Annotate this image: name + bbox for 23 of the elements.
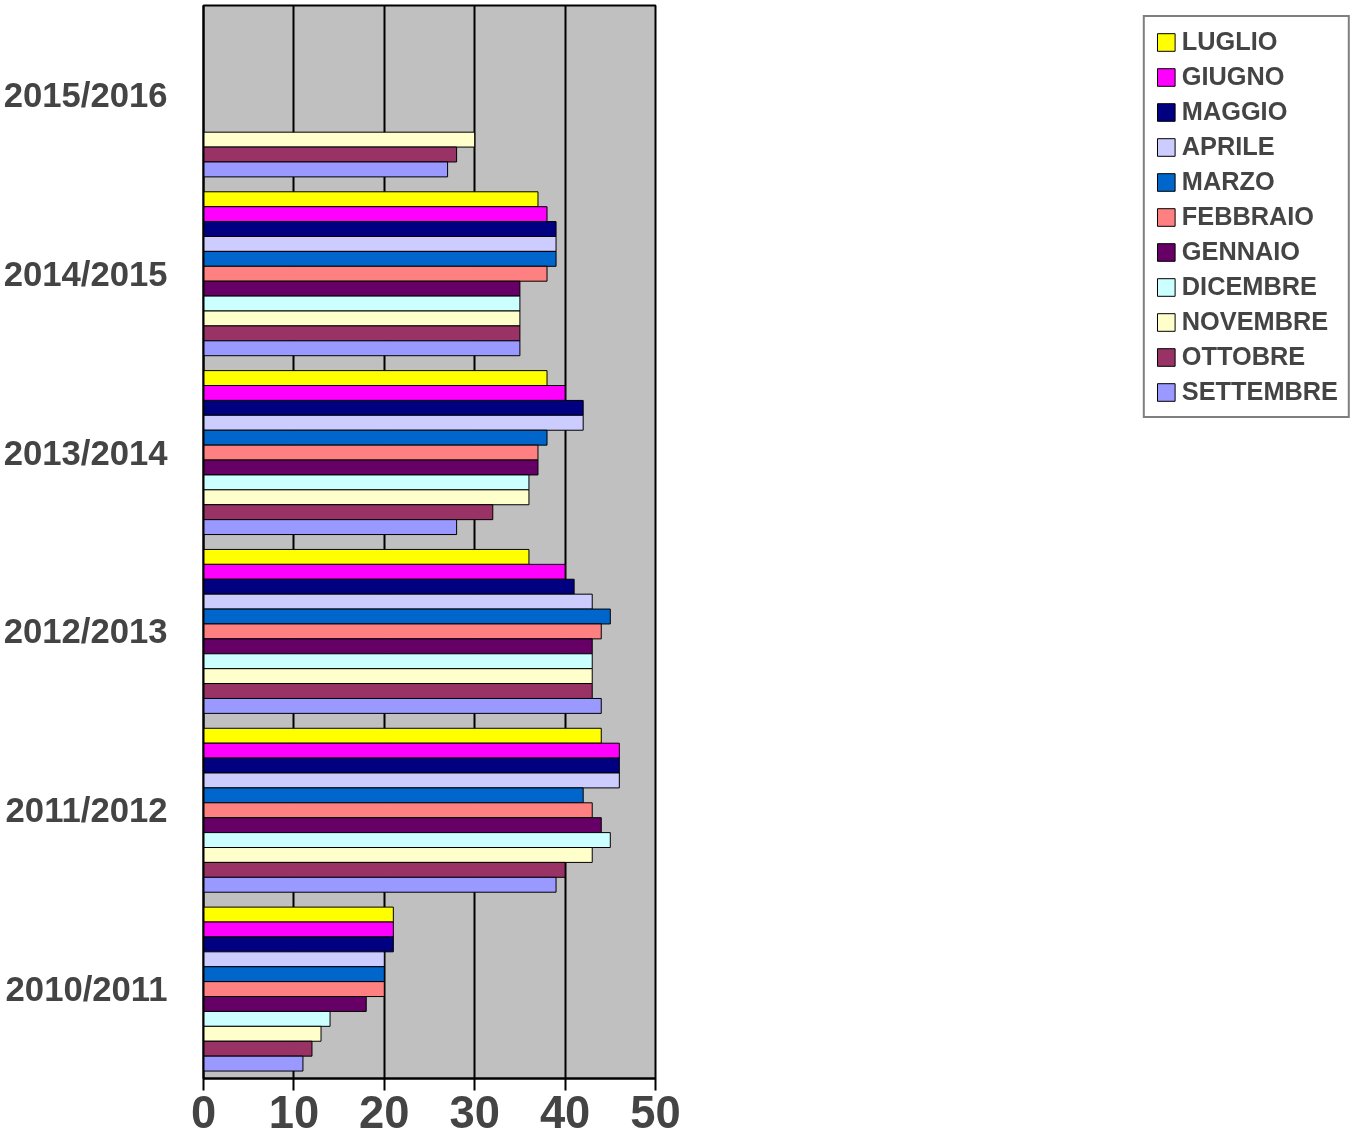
y-tick-label: 2011/2012 [5, 791, 168, 830]
legend-label: GIUGNO [1181, 62, 1285, 91]
x-tick-label: 50 [630, 1086, 681, 1138]
legend-label: MARZO [1181, 167, 1275, 196]
legend-label: FEBBRAIO [1181, 202, 1315, 231]
x-tick-label: 10 [268, 1086, 320, 1138]
y-tick-label: 2012/2013 [3, 612, 168, 651]
x-tick-label: 0 [190, 1086, 217, 1138]
legend-label: GENNAIO [1181, 237, 1301, 266]
y-tick-label: 2015/2016 [3, 75, 168, 114]
legend-label: APRILE [1181, 132, 1275, 161]
legend-label: MAGGIO [1181, 97, 1288, 126]
legend-label: NOVEMBRE [1181, 307, 1329, 336]
legend-label: OTTOBRE [1181, 342, 1306, 371]
x-tick-label: 40 [539, 1086, 591, 1138]
y-tick-label: 2014/2015 [3, 254, 168, 293]
legend-label: SETTEMBRE [1181, 377, 1338, 406]
legend-label: DICEMBRE [1181, 272, 1317, 301]
y-tick-label: 2013/2014 [3, 433, 169, 472]
x-tick-label: 20 [359, 1086, 410, 1138]
x-tick-label: 30 [449, 1086, 500, 1138]
legend-label: LUGLIO [1181, 27, 1278, 56]
y-tick-label: 2010/2011 [5, 970, 168, 1009]
